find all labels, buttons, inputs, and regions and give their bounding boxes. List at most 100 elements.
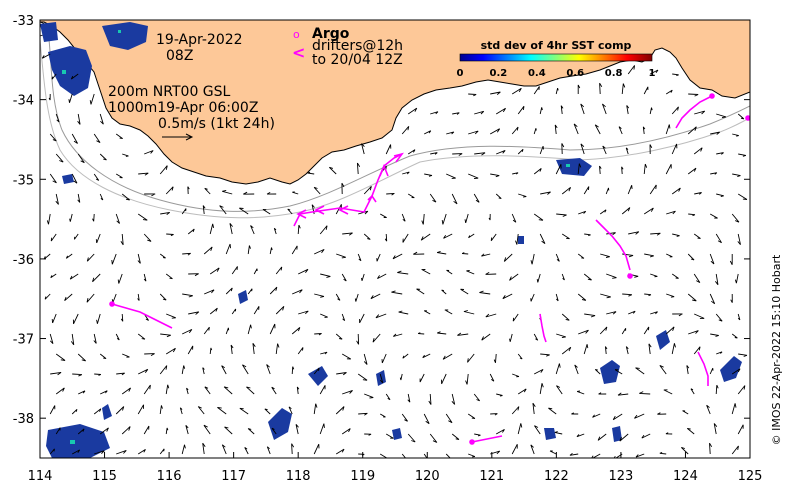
current-vector — [618, 126, 623, 135]
current-vector — [511, 87, 522, 95]
current-vector — [490, 233, 497, 242]
current-vector — [715, 233, 722, 244]
current-vector — [461, 252, 469, 255]
current-vector — [307, 171, 315, 175]
current-vector — [363, 353, 368, 365]
current-vector — [530, 293, 535, 302]
current-vector — [137, 293, 140, 301]
current-vector — [341, 428, 351, 435]
current-vector — [578, 210, 587, 215]
current-vector — [99, 113, 104, 125]
current-vector — [709, 293, 716, 305]
current-vector — [120, 233, 124, 246]
current-vector — [117, 273, 123, 284]
current-vector — [401, 413, 408, 422]
current-vector — [291, 327, 301, 335]
current-vector — [159, 165, 168, 175]
current-vector — [512, 172, 519, 175]
current-vector — [503, 253, 513, 262]
current-vector — [401, 213, 406, 222]
current-vector — [592, 413, 601, 418]
current-vector — [420, 233, 431, 241]
colorbar-tick-label: 0.2 — [490, 68, 508, 79]
current-vector — [666, 293, 675, 298]
current-vector — [314, 248, 325, 255]
current-vector — [328, 166, 337, 175]
current-vector — [99, 193, 104, 201]
current-vector — [159, 448, 165, 455]
current-vector — [313, 367, 320, 375]
current-vector — [354, 293, 359, 302]
current-vector — [509, 273, 519, 281]
current-vector — [731, 403, 737, 415]
current-vector — [452, 153, 463, 156]
current-vector — [209, 223, 215, 235]
current-vector — [693, 147, 703, 155]
current-vector — [584, 313, 596, 318]
current-vector — [715, 273, 719, 286]
current-vector — [217, 406, 227, 415]
current-vector — [451, 433, 460, 440]
current-vector — [511, 406, 520, 415]
current-vector — [530, 444, 535, 455]
current-vector — [165, 347, 176, 355]
current-vector — [716, 193, 724, 197]
current-vector — [160, 333, 171, 338]
current-vector — [561, 143, 565, 155]
current-vector — [266, 364, 271, 375]
current-vector — [421, 213, 425, 225]
current-vector — [599, 326, 608, 335]
current-vector — [319, 423, 325, 435]
current-vector — [399, 373, 403, 381]
current-vector — [225, 243, 231, 255]
current-vector — [159, 405, 163, 415]
current-vector — [665, 326, 675, 335]
current-vector — [219, 205, 227, 215]
current-vector — [89, 93, 95, 105]
current-vector — [137, 253, 141, 264]
current-vector — [230, 344, 234, 355]
current-vector — [341, 273, 347, 282]
current-vector — [370, 293, 381, 300]
current-vector — [357, 373, 368, 381]
current-vector — [92, 213, 95, 222]
current-vector — [115, 213, 121, 224]
current-vector — [143, 384, 151, 395]
current-vector — [342, 389, 353, 395]
current-vector — [93, 133, 101, 143]
current-vector — [44, 293, 51, 300]
current-vector — [467, 413, 476, 419]
current-vector — [515, 233, 519, 245]
current-vector — [335, 293, 341, 301]
current-vector — [672, 313, 683, 317]
current-vector — [72, 313, 79, 325]
current-vector — [385, 144, 392, 155]
current-vector — [49, 133, 57, 142]
current-vector — [50, 273, 57, 279]
current-vector — [650, 273, 658, 278]
current-vector — [709, 213, 718, 219]
current-vector — [361, 143, 365, 155]
current-vector — [384, 233, 388, 242]
current-vector — [599, 209, 607, 215]
current-vector — [165, 273, 173, 280]
current-vector — [407, 433, 416, 443]
current-vector — [597, 433, 607, 441]
current-vector — [605, 187, 610, 195]
argo-title: Argo — [312, 26, 350, 42]
current-vector — [490, 413, 498, 416]
current-vector — [397, 270, 409, 275]
current-vector — [627, 185, 633, 195]
current-vector — [204, 289, 215, 295]
current-vector — [381, 353, 387, 364]
current-vector — [77, 153, 85, 164]
current-vector — [77, 353, 87, 362]
current-vector — [709, 253, 715, 265]
current-vector — [314, 333, 322, 336]
current-vector — [446, 269, 453, 275]
plot-border — [39, 19, 751, 459]
current-vector — [385, 393, 391, 401]
current-vector — [247, 324, 252, 335]
current-vector — [688, 330, 699, 335]
current-vector — [99, 153, 107, 161]
